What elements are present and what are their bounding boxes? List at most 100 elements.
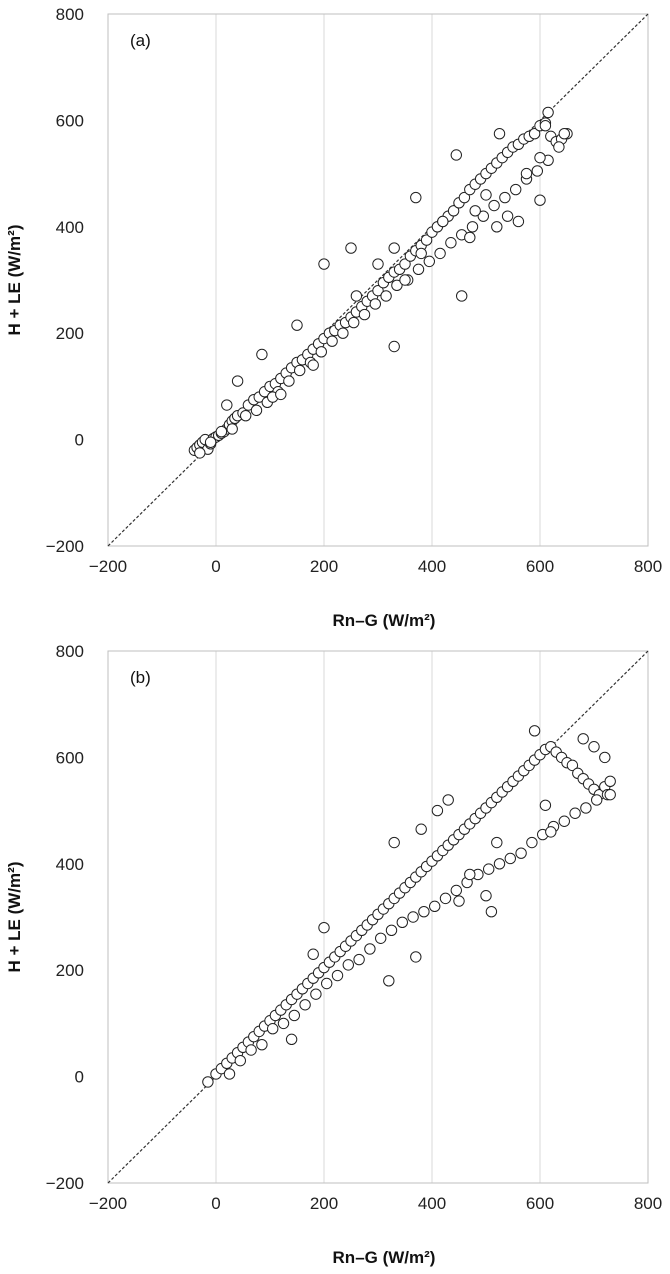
- data-point: [348, 316, 360, 329]
- data-point: [234, 1054, 247, 1067]
- data-point: [499, 191, 511, 204]
- data-point: [534, 151, 546, 164]
- scatter-panel-b: −200 0 200 400 600 800 −200 0 200 400 600 800 Rn–G (…: [0, 637, 670, 1274]
- data-point: [407, 911, 419, 923]
- data-point: [464, 231, 476, 244]
- data-point: [318, 921, 330, 934]
- data-point: [458, 191, 471, 204]
- data-point: [383, 975, 395, 987]
- data-point: [534, 194, 546, 206]
- data-point: [466, 221, 479, 233]
- data-point: [321, 977, 333, 990]
- data-point: [512, 215, 525, 228]
- data-point: [504, 852, 516, 865]
- data-point: [380, 290, 392, 302]
- data-point: [410, 951, 422, 963]
- data-point: [245, 1044, 257, 1056]
- data-point: [388, 836, 400, 849]
- data-point: [528, 725, 541, 737]
- data-point: [399, 274, 411, 286]
- data-point: [372, 284, 384, 297]
- scatter-panel-a: −200 0 200 400 600 800 −200 0 200 400 600 800 Rn–G (…: [5, 5, 662, 630]
- data-point: [399, 258, 411, 270]
- data-point: [501, 210, 514, 222]
- data-point: [431, 804, 444, 817]
- y-tick-label: −200: [46, 1174, 84, 1193]
- data-point: [456, 290, 468, 302]
- y-tick-label: 400: [56, 855, 84, 874]
- x-tick-label: 400: [418, 1194, 446, 1213]
- data-point: [283, 375, 295, 387]
- data-point: [267, 1023, 279, 1035]
- data-point: [442, 794, 454, 806]
- data-point: [326, 335, 338, 347]
- data-point: [226, 423, 238, 435]
- data-point: [256, 348, 268, 361]
- data-point: [353, 953, 365, 966]
- data-point: [445, 237, 457, 249]
- x-tick-label: 200: [310, 557, 338, 576]
- data-point: [604, 788, 616, 801]
- data-point: [558, 815, 570, 827]
- data-point: [315, 346, 327, 358]
- data-point: [358, 308, 371, 321]
- data-point: [469, 205, 481, 217]
- data-point: [577, 733, 589, 745]
- data-point: [588, 741, 600, 753]
- data-point: [221, 399, 233, 411]
- data-point: [240, 409, 252, 422]
- data-point: [372, 258, 384, 270]
- data-point: [369, 298, 381, 310]
- data-point: [342, 959, 354, 971]
- data-point: [215, 425, 228, 438]
- data-point: [385, 924, 398, 936]
- x-tick-label: 800: [634, 1194, 662, 1213]
- panel-label: (b): [130, 668, 151, 687]
- data-point: [275, 388, 287, 401]
- data-point: [423, 255, 435, 268]
- data-point: [415, 823, 427, 835]
- y-axis-title: H + LE (W/m²): [5, 225, 24, 336]
- data-point: [477, 210, 489, 222]
- one-to-one-line: [107, 13, 649, 547]
- data-point: [542, 106, 554, 119]
- data-point: [285, 1033, 298, 1046]
- data-point: [558, 128, 570, 140]
- data-point: [531, 165, 543, 177]
- data-point: [580, 802, 592, 814]
- data-point: [420, 234, 433, 246]
- data-point: [604, 775, 616, 788]
- data-point: [294, 364, 306, 377]
- data-point: [491, 836, 503, 849]
- y-tick-label: 600: [56, 748, 84, 767]
- plot-frame: [107, 13, 649, 547]
- data-points: [188, 106, 573, 459]
- data-point: [223, 1068, 236, 1080]
- one-to-one-line: [107, 650, 649, 1184]
- panel-label: (a): [130, 31, 151, 50]
- data-point: [483, 863, 495, 875]
- data-point: [291, 319, 303, 331]
- data-point: [364, 943, 376, 955]
- data-point: [310, 988, 322, 1000]
- x-axis-title: Rn–G (W/m²): [333, 611, 436, 630]
- data-point: [410, 191, 422, 204]
- data-point: [515, 847, 527, 859]
- data-point: [350, 290, 363, 302]
- data-point: [520, 167, 533, 180]
- data-point: [493, 128, 506, 140]
- y-tick-label: 800: [56, 642, 84, 661]
- data-point: [194, 447, 206, 459]
- x-tick-label: 200: [310, 1194, 338, 1213]
- y-tick-label: 0: [75, 1068, 84, 1087]
- data-point: [526, 836, 538, 849]
- plot-frame: [107, 650, 649, 1184]
- data-point: [485, 905, 498, 918]
- data-point: [307, 359, 319, 371]
- data-point: [388, 242, 400, 254]
- data-point: [337, 327, 349, 339]
- y-tick-label: 0: [75, 431, 84, 450]
- x-tick-label: 600: [526, 1194, 554, 1213]
- x-tick-label: 600: [526, 557, 554, 576]
- data-point: [439, 892, 452, 905]
